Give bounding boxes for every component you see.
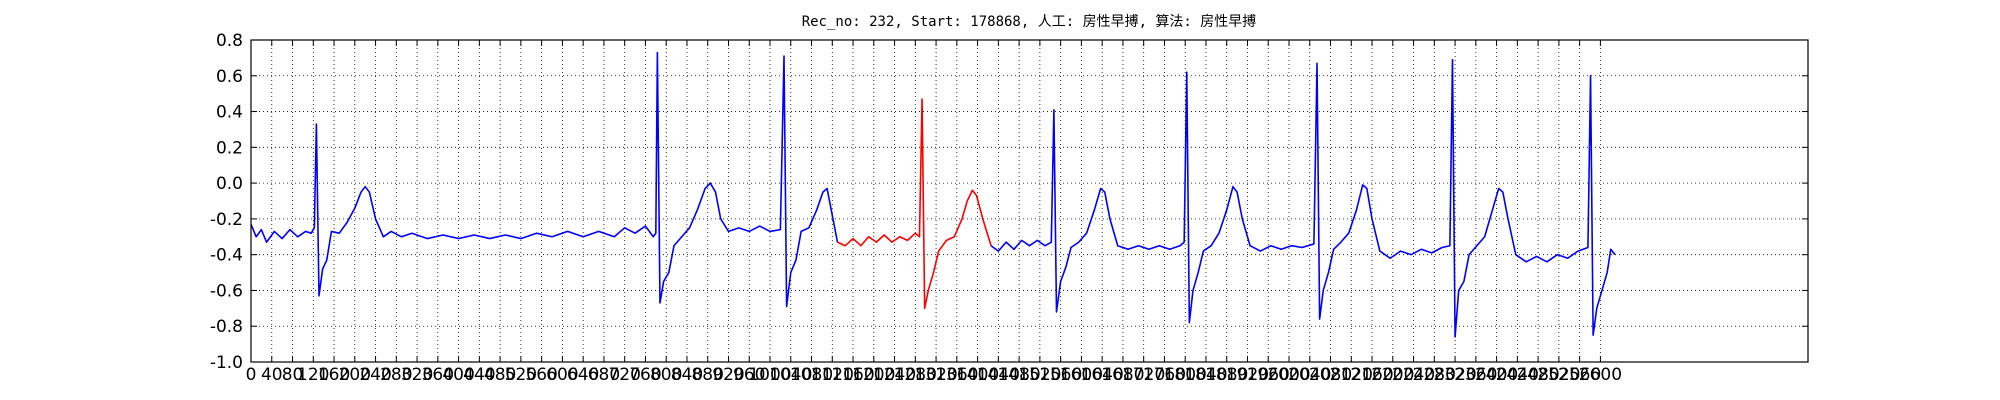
x-tick-label: 2160	[1350, 365, 1393, 385]
x-tick-label: 1800	[1164, 365, 1207, 385]
x-tick-label: 440	[463, 365, 495, 385]
x-tick-label: 1920	[1226, 365, 1269, 385]
x-tick-label: 1280	[894, 365, 937, 385]
x-tick-label: 2360	[1454, 365, 1497, 385]
x-tick-label: 2200	[1371, 365, 1414, 385]
x-tick-label: 1640	[1081, 365, 1124, 385]
x-tick-label: 2480	[1516, 365, 1559, 385]
x-tick-label: 1520	[1018, 365, 1061, 385]
x-tick-label: 2240	[1392, 365, 1435, 385]
x-tick-label: 2320	[1433, 365, 1476, 385]
x-tick-label: 280	[380, 365, 412, 385]
y-tick-label: -0.2	[210, 210, 243, 230]
x-tick-label: 1680	[1101, 365, 1144, 385]
x-tick-label: 1720	[1122, 365, 1165, 385]
x-tick-label: 320	[401, 365, 433, 385]
x-tick-label: 2040	[1288, 365, 1331, 385]
x-tick-label: 760	[629, 365, 661, 385]
y-tick-label: -0.4	[210, 246, 243, 266]
x-tick-label: 400	[442, 365, 474, 385]
x-tick-label: 1480	[997, 365, 1040, 385]
x-tick-label: 1840	[1184, 365, 1227, 385]
x-tick-label: 2600	[1579, 365, 1622, 385]
x-tick-label: 600	[546, 365, 578, 385]
x-tick-label: 1200	[852, 365, 895, 385]
x-tick-label: 0	[246, 365, 257, 385]
y-tick-label: -0.8	[210, 317, 243, 337]
x-tick-label: 840	[671, 365, 703, 385]
x-tick-label: 1320	[914, 365, 957, 385]
x-tick-label: 2440	[1496, 365, 1539, 385]
ecg-line	[837, 98, 992, 310]
x-tick-label: 1040	[769, 365, 812, 385]
x-tick-label: 1960	[1247, 365, 1290, 385]
x-tick-label: 1560	[1039, 365, 1082, 385]
x-tick-label: 2400	[1475, 365, 1518, 385]
x-tick-label: 920	[712, 365, 744, 385]
x-tick-label: 1600	[1060, 365, 1103, 385]
y-tick-label: 0.2	[216, 138, 243, 158]
x-tick-label: 2080	[1309, 365, 1352, 385]
x-tick-label: 800	[650, 365, 682, 385]
x-tick-label: 1160	[831, 365, 874, 385]
x-tick-label: 1880	[1205, 365, 1248, 385]
x-tick-label: 1080	[790, 365, 833, 385]
x-tick-label: 200	[339, 365, 371, 385]
x-tick-label: 2280	[1413, 365, 1456, 385]
x-tick-label: 2000	[1267, 365, 1310, 385]
x-tick-label: 960	[733, 365, 765, 385]
plot-frame	[250, 39, 1809, 363]
x-tick-label: 160	[318, 365, 350, 385]
x-tick-label: 2120	[1330, 365, 1373, 385]
x-tick-label: 80	[282, 365, 304, 385]
x-tick-label: 1440	[977, 365, 1020, 385]
y-tick-label: -0.6	[210, 281, 243, 301]
x-tick-label: 40	[261, 365, 283, 385]
y-tick-label: 0.4	[216, 103, 243, 123]
x-tick-label: 480	[484, 365, 516, 385]
x-tick-label: 520	[505, 365, 537, 385]
x-tick-label: 2520	[1537, 365, 1580, 385]
x-tick-label: 1120	[811, 365, 854, 385]
x-tick-label: 2560	[1558, 365, 1601, 385]
x-tick-label: 880	[691, 365, 723, 385]
x-tick-label: 1360	[935, 365, 978, 385]
y-tick-label: 0.6	[216, 67, 243, 87]
chart-title: Rec_no: 232, Start: 178868, 人工: 房性早搏, 算法…	[802, 13, 1257, 30]
x-tick-label: 360	[422, 365, 454, 385]
ecg-line	[250, 51, 839, 308]
x-tick-label: 120	[297, 365, 329, 385]
y-tick-label: 0.0	[216, 174, 243, 194]
x-tick-label: 1760	[1143, 365, 1186, 385]
x-tick-label: 560	[525, 365, 557, 385]
y-tick-label: -1.0	[210, 353, 243, 373]
x-tick-label: 1400	[956, 365, 999, 385]
x-tick-label: 1000	[748, 365, 791, 385]
ecg-line	[990, 58, 1616, 338]
x-tick-label: 720	[608, 365, 640, 385]
x-tick-label: 240	[359, 365, 391, 385]
x-tick-label: 640	[567, 365, 599, 385]
x-tick-label: 1240	[873, 365, 916, 385]
y-tick-label: 0.8	[216, 31, 243, 51]
x-tick-label: 680	[588, 365, 620, 385]
